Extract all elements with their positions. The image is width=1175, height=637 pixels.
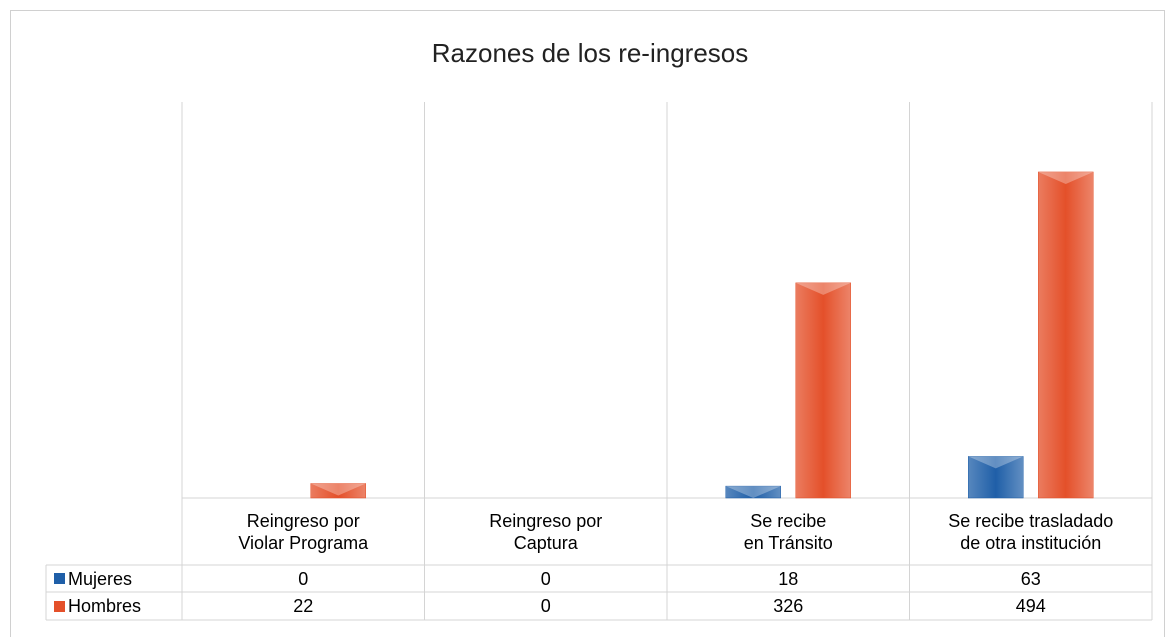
table-value: 326 [773,596,804,616]
legend-key [54,600,65,612]
bar-bevel [968,456,1024,469]
category-label: Se recibe en Tránsito [743,510,833,553]
chart-border [10,10,1165,637]
bar-bevel [310,483,366,496]
table-value: 494 [1015,596,1046,616]
table-value: 0 [540,596,551,616]
bar [725,485,781,499]
table-value: 0 [540,568,551,589]
legend-label: Hombres [68,596,142,616]
legend-label: Mujeres [68,568,133,589]
chart-title: Razones de los re-ingresos [432,38,749,68]
bar [795,282,851,499]
bar-bevel [1038,171,1094,184]
bar [968,456,1024,499]
category-label: Reingreso por Captura [489,510,603,553]
table-value: 0 [298,568,309,589]
bar-bevel [725,486,781,498]
category-label: Reingreso por Violar Programa [238,510,369,553]
table-value: 18 [778,568,799,589]
bar [310,483,366,499]
legend-row-label: Mujeres [46,565,182,592]
table-value: 22 [293,596,314,616]
legend-row-label: Hombres [46,592,182,620]
bar-bevel [795,282,851,295]
category-label: Se recibe trasladado de otra institución [948,510,1114,553]
legend-key [54,573,65,584]
table-value: 63 [1020,568,1041,589]
bar [1038,171,1094,499]
